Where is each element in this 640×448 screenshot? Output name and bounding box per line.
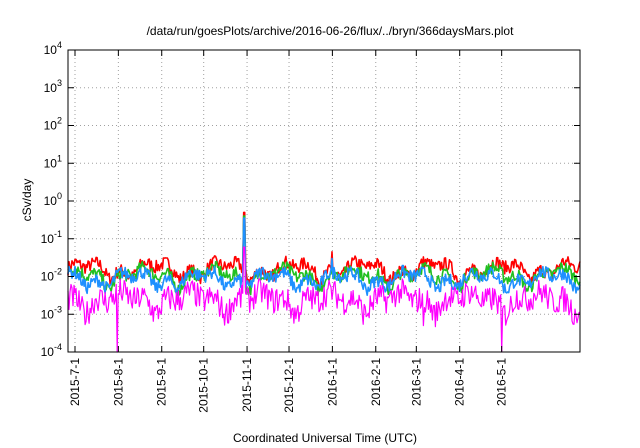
y-tick-label: 103	[44, 78, 62, 95]
y-tick-label: 10-4	[41, 342, 62, 359]
series-line	[67, 246, 581, 353]
y-tick-base: 10	[41, 307, 55, 321]
y-tick-label: 100	[44, 191, 62, 208]
y-tick-exponent: 1	[57, 153, 62, 163]
y-tick-exponent: -1	[54, 229, 62, 239]
y-tick-label: 10-2	[41, 267, 62, 284]
series-line	[67, 217, 581, 296]
y-tick-exponent: 2	[57, 116, 62, 126]
y-tick-base: 10	[41, 345, 55, 359]
y-tick-base: 10	[44, 43, 58, 57]
y-tick-label: 101	[44, 153, 62, 170]
y-tick-exponent: -2	[54, 267, 62, 277]
y-tick-label: 102	[44, 116, 62, 133]
chart-title: /data/run/goesPlots/archive/2016-06-26/f…	[147, 24, 515, 38]
y-tick-exponent: -3	[54, 304, 62, 314]
x-axis-label: Coordinated Universal Time (UTC)	[233, 431, 417, 445]
x-tick-label: 2016-3-1	[409, 358, 423, 406]
x-tick-label: 2015-7-1	[68, 358, 82, 406]
y-tick-exponent: 0	[57, 191, 62, 201]
y-tick-base: 10	[44, 119, 58, 133]
x-tick-label: 2016-4-1	[453, 358, 467, 406]
x-tick-label: 2016-2-1	[369, 358, 383, 406]
x-tick-label: 2015-8-1	[111, 358, 125, 406]
y-tick-label: 10-3	[41, 304, 62, 321]
x-tick-label: 2016-1-1	[325, 358, 339, 406]
y-tick-base: 10	[44, 194, 58, 208]
x-tick-label: 2015-10-1	[197, 358, 211, 413]
x-tick-label: 2015-9-1	[155, 358, 169, 406]
x-tick-label: 2015-12-1	[282, 358, 296, 413]
y-tick-exponent: -4	[54, 342, 62, 352]
y-tick-base: 10	[41, 232, 55, 246]
y-tick-base: 10	[44, 156, 58, 170]
x-tick-label: 2016-5-1	[495, 358, 509, 406]
y-tick-exponent: 4	[57, 40, 62, 50]
y-tick-base: 10	[41, 270, 55, 284]
y-tick-base: 10	[44, 81, 58, 95]
y-tick-label: 104	[44, 40, 62, 57]
y-axis-label: cSv/day	[20, 179, 34, 222]
y-tick-label: 10-1	[41, 229, 62, 246]
x-tick-label: 2015-11-1	[240, 358, 254, 412]
series-layer	[67, 211, 581, 353]
y-tick-exponent: 3	[57, 78, 62, 88]
